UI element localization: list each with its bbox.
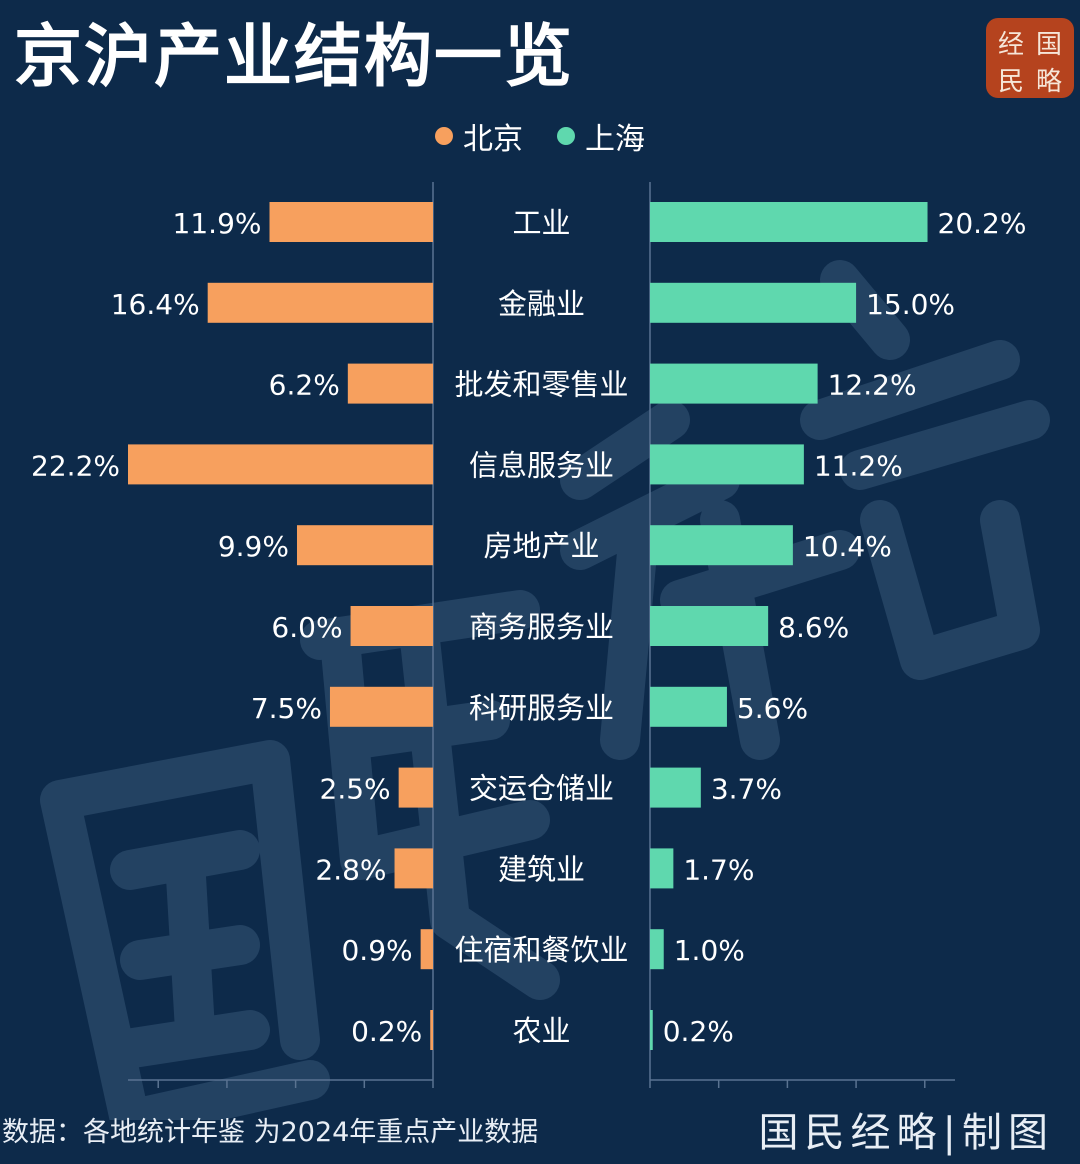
bar-shanghai [650,929,664,970]
category-labels: 工业金融业批发和零售业信息服务业房地产业商务服务业科研服务业交运仓储业建筑业住宿… [454,206,628,1048]
legend-marker-shanghai [557,127,575,145]
category-label: 建筑业 [498,852,585,886]
seal-char: 经 [997,30,1024,60]
data-label-beijing: 2.5% [320,773,391,806]
data-label-beijing: 11.9% [173,207,262,240]
data-label-beijing: 6.2% [269,369,340,402]
category-label: 商务服务业 [469,610,614,644]
data-label-shanghai: 0.2% [663,1015,734,1048]
category-label: 工业 [512,206,570,240]
bar-shanghai [650,525,793,566]
bar-beijing [296,525,433,566]
category-label: 金融业 [498,287,585,321]
legend: 北京 上海 [0,114,1080,158]
data-label-shanghai: 5.6% [737,692,808,725]
category-label: 农业 [512,1014,570,1048]
bar-beijing [128,444,433,485]
bar-shanghai [650,686,727,727]
data-label-beijing: 0.9% [341,934,412,967]
bar-shanghai [650,363,818,404]
category-label: 信息服务业 [469,448,614,482]
legend-item-beijing: 北京 [435,114,523,158]
bar-shanghai [650,606,769,646]
legend-label-beijing: 北京 [463,122,523,157]
data-label-shanghai: 1.0% [674,934,745,967]
category-label: 科研服务业 [469,691,614,725]
bar-shanghai [650,848,674,889]
brand-seal-logo: 经 国 民 略 [986,18,1074,98]
chart: 11.9% 16.4% 6.2% 22.2% 9.9% 6.0% 7.5% 2.5% 2.8% 0… [31,182,1026,1088]
data-label-shanghai: 20.2% [938,207,1027,240]
category-label: 房地产业 [483,529,599,563]
data-label-shanghai: 10.4% [803,530,892,563]
source-note: 数据：各地统计年鉴 为2024年重点产业数据 [2,1117,539,1148]
credit-text: 国民经略|制图 [758,1110,1054,1156]
category-label: 批发和零售业 [454,368,628,402]
data-label-beijing: 7.5% [251,692,322,725]
data-label-shanghai: 15.0% [866,288,955,321]
beijing-series: 11.9% 16.4% 6.2% 22.2% 9.9% 6.0% 7.5% 2.5% 2.8% 0… [31,202,433,1050]
bar-shanghai [650,444,804,485]
bar-shanghai [650,202,928,242]
seal-char: 略 [1035,67,1062,97]
data-label-shanghai: 12.2% [828,369,917,402]
bar-shanghai [650,767,701,808]
chart-title: 京沪产业结构一览 [14,18,575,97]
bar-beijing [347,363,433,404]
seal-char: 国 [1035,30,1062,60]
data-label-beijing: 6.0% [271,611,342,644]
data-label-beijing: 0.2% [351,1015,422,1048]
shanghai-series: 20.2% 15.0% 12.2% 11.2% 10.4% 8.6% 5.6% 3.7% 1.7… [650,202,1026,1050]
bar-beijing [420,929,433,970]
data-label-shanghai: 8.6% [778,611,849,644]
category-label: 交运仓储业 [469,772,614,806]
bar-beijing [394,848,433,889]
bar-beijing [269,202,433,242]
data-label-beijing: 16.4% [111,288,200,321]
data-label-shanghai: 1.7% [683,853,754,886]
bar-shanghai [650,1010,653,1050]
category-label: 住宿和餐饮业 [454,933,628,967]
data-label-beijing: 9.9% [218,530,289,563]
seal-char: 民 [997,67,1024,97]
bar-shanghai [650,282,857,323]
legend-label-shanghai: 上海 [585,122,645,157]
bar-beijing [329,686,433,727]
legend-item-shanghai: 上海 [557,114,645,158]
bar-beijing [398,767,433,808]
data-label-beijing: 2.8% [315,853,386,886]
data-label-shanghai: 3.7% [711,773,782,806]
data-label-beijing: 22.2% [31,449,120,482]
legend-marker-beijing [435,127,453,145]
data-label-shanghai: 11.2% [814,449,903,482]
bar-beijing [350,606,433,646]
bar-beijing [207,282,433,323]
bar-beijing [430,1010,433,1050]
